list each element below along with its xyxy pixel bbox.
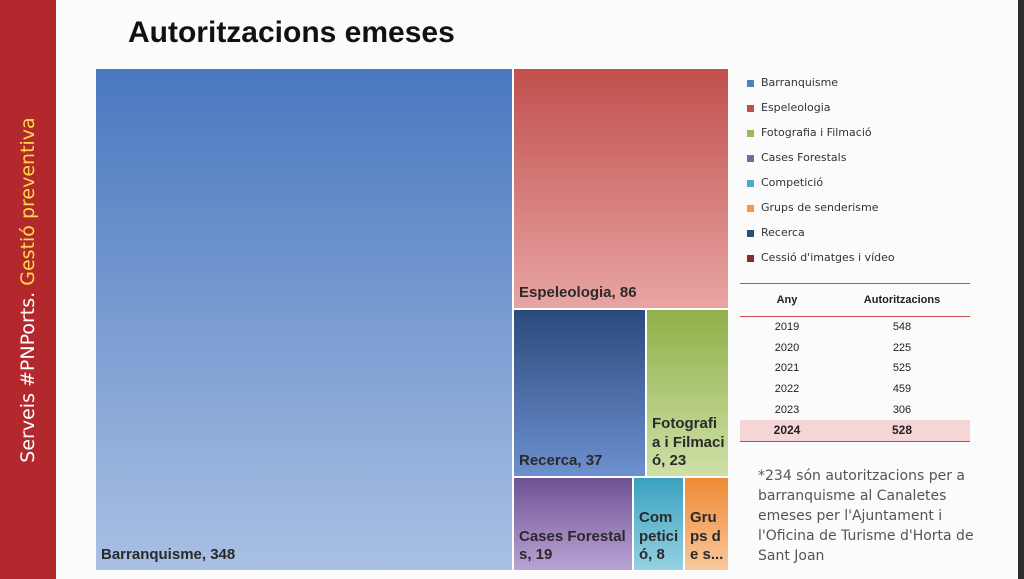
treemap-tile-label: Fotografia i Filmació, 23 (652, 414, 725, 470)
legend-label: Cases Forestals (761, 151, 847, 164)
treemap-tile-label: Recerca, 37 (519, 452, 603, 470)
treemap-tile-label: Espeleologia, 86 (519, 284, 637, 302)
legend-label: Recerca (761, 226, 805, 239)
treemap-tile-recerca: Recerca, 37 (513, 309, 646, 477)
table-cell-count: 548 (892, 321, 912, 334)
sidebar-caption: Serveis #PNPorts. Gestió preventiva (17, 117, 39, 462)
treemap-tile-competicio: Competició, 8 (633, 477, 684, 571)
authorizations-by-year-table: Any Autoritzacions 2019 548 2020 225 2021 5… (740, 283, 970, 442)
legend-label: Barranquisme (761, 76, 839, 89)
legend-swatch (747, 205, 754, 212)
treemap-tile-grups-senderisme: Grups de s... (684, 477, 729, 571)
table-header-year: Any (740, 283, 834, 317)
legend-swatch (747, 230, 754, 237)
treemap-chart: Barranquisme, 348 Espeleologia, 86 Recerca… (95, 68, 729, 571)
sidebar-caption-highlight: Gestió preventiva (17, 117, 39, 286)
table-cell-count: 525 (892, 362, 912, 375)
chart-title: Autoritzacions emeses (128, 16, 455, 49)
legend-label: Cessió d'imatges i vídeo (761, 251, 895, 264)
footnote: *234 són autoritzacions per a barranquis… (758, 468, 974, 564)
table-cell-count: 528 (834, 419, 970, 442)
table-cell-year: 2022 (774, 383, 800, 396)
table-cell-count: 225 (892, 341, 912, 354)
legend-label: Grups de senderisme (761, 201, 879, 214)
treemap-tile-fotografia: Fotografia i Filmació, 23 (646, 309, 729, 477)
table-row: 2022 459 (740, 379, 970, 400)
table-header-count: Autoritzacions (834, 283, 970, 317)
treemap-tile-label: Competició, 8 (639, 508, 679, 564)
window-edge (1018, 0, 1024, 579)
table-cell-year: 2019 (774, 321, 800, 334)
sidebar: Serveis #PNPorts. Gestió preventiva (0, 0, 56, 579)
sidebar-caption-white: Serveis #PNPorts. (17, 291, 39, 463)
treemap-tile-label: Grups de s... (690, 508, 724, 564)
table-row: 2019 548 (740, 317, 970, 338)
legend-label: Competició (761, 176, 824, 189)
table-row: 2020 225 (740, 338, 970, 359)
legend-swatch (747, 80, 754, 87)
legend-label: Fotografia i Filmació (761, 126, 872, 139)
table-row: 2023 306 (740, 399, 970, 420)
treemap-tile-espeleologia: Espeleologia, 86 (513, 68, 729, 309)
treemap-tile-label: Cases Forestals, 19 (519, 527, 626, 564)
treemap-tile-barranquisme: Barranquisme, 348 (95, 68, 513, 571)
table-row: 2021 525 (740, 358, 970, 379)
table-cell-year: 2021 (774, 362, 800, 375)
legend-label: Espeleologia (761, 101, 831, 114)
table-cell-year: 2023 (774, 403, 800, 416)
legend-swatch (747, 155, 754, 162)
table-header-row: Any Autoritzacions (740, 283, 970, 317)
table-cell-year: 2024 (740, 419, 834, 442)
legend-swatch (747, 180, 754, 187)
legend-swatch (747, 255, 754, 262)
table-cell-count: 306 (892, 403, 912, 416)
table-cell-year: 2020 (774, 341, 800, 354)
table-cell-count: 459 (892, 383, 912, 396)
legend-swatch (747, 105, 754, 112)
table-row-highlighted: 2024 528 (740, 419, 970, 442)
treemap-tile-label: Barranquisme, 348 (101, 546, 236, 564)
legend-swatch (747, 130, 754, 137)
treemap-tile-cases-forestals: Cases Forestals, 19 (513, 477, 633, 571)
